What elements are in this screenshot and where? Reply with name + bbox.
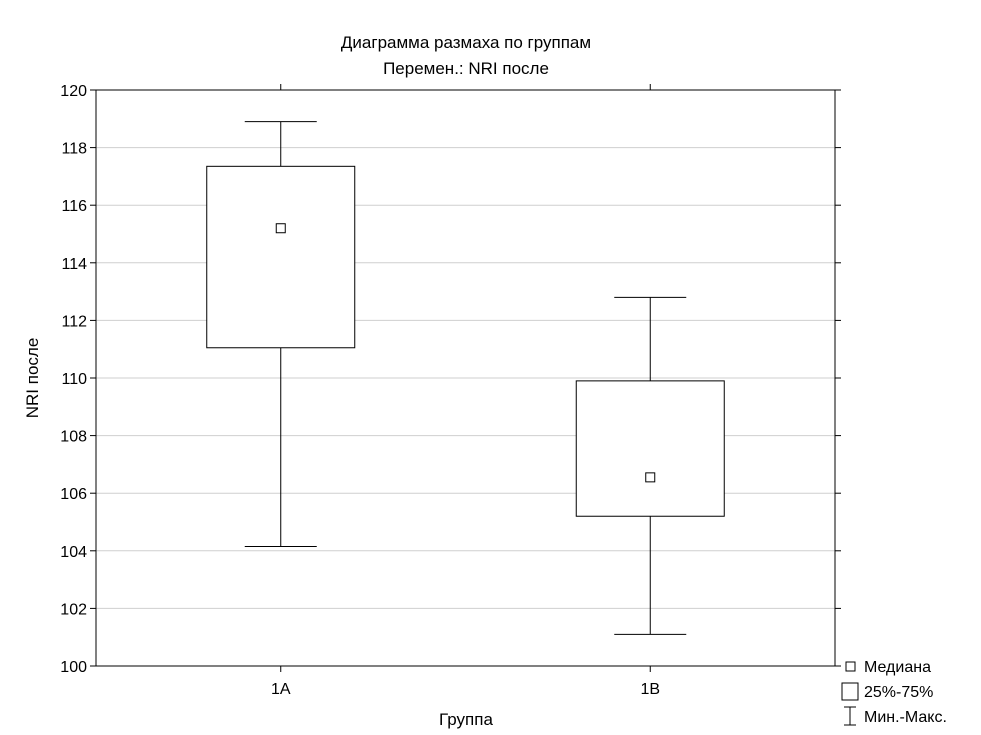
y-tick-label: 106 xyxy=(60,486,87,503)
legend-median-label: Медиана xyxy=(864,659,931,676)
box-1B xyxy=(575,296,725,635)
median-marker xyxy=(275,223,286,234)
legend-whisker-label: Мин.-Макс. xyxy=(864,709,947,726)
box-1A xyxy=(206,121,356,547)
iqr-box xyxy=(575,380,725,517)
y-tick-label: 118 xyxy=(61,141,87,158)
x-axis-label: Группа xyxy=(439,710,493,729)
y-axis: 100 102 104 106 108 110 112 114 116 118 120 xyxy=(60,83,841,676)
x-tick-label: 1A xyxy=(271,681,291,698)
iqr-box xyxy=(206,165,356,349)
y-tick-label: 108 xyxy=(60,429,87,446)
y-tick-label: 116 xyxy=(61,198,87,215)
y-tick-label: 112 xyxy=(61,313,87,330)
legend-median-symbol xyxy=(845,661,856,672)
y-tick-label: 104 xyxy=(60,544,87,561)
y-axis-label: NRI после xyxy=(23,338,42,419)
legend-box-symbol xyxy=(841,682,859,701)
y-tick-label: 100 xyxy=(60,659,87,676)
chart-subtitle: Перемен.: NRI после xyxy=(383,59,549,78)
legend-whisker-symbol xyxy=(844,706,856,726)
y-tick-label: 102 xyxy=(60,601,87,618)
legend-box-label: 25%-75% xyxy=(864,684,933,701)
x-axis: 1A 1B xyxy=(271,84,660,698)
y-tick-label: 120 xyxy=(60,83,87,100)
y-tick-label: 110 xyxy=(61,371,87,388)
median-marker xyxy=(645,472,656,483)
x-tick-label: 1B xyxy=(640,681,660,698)
chart-title: Диаграмма размаха по группам xyxy=(341,33,591,52)
boxes xyxy=(206,121,725,635)
y-tick-label: 114 xyxy=(61,256,87,273)
legend: Медиана 25%-75% Мин.-Макс. xyxy=(841,659,947,726)
